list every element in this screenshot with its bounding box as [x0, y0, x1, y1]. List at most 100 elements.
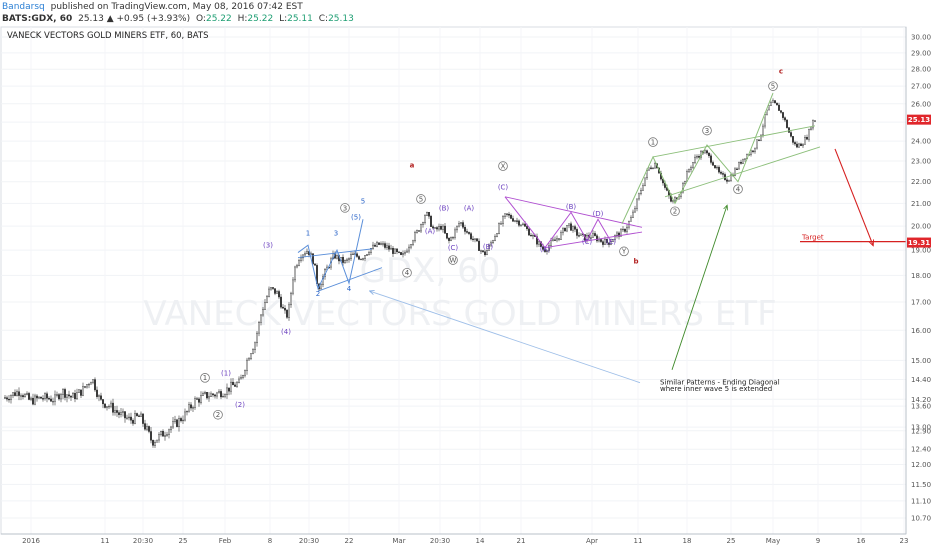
candle-body — [352, 253, 355, 255]
candle-body — [796, 143, 799, 148]
candle-body — [34, 395, 37, 405]
wave-label-circle — [648, 137, 658, 147]
candle-body — [600, 239, 603, 242]
candle-body — [372, 244, 375, 249]
candle-body — [754, 147, 757, 152]
candle-body — [454, 229, 457, 238]
candle-body — [215, 392, 218, 397]
candle-body — [762, 125, 765, 136]
wave-label: 2 — [673, 208, 677, 216]
candle-body — [264, 302, 267, 310]
candle-body — [274, 288, 277, 294]
candle-body — [576, 229, 579, 236]
wave-label-circle — [200, 373, 210, 383]
candle-body — [91, 379, 94, 383]
candle-body — [296, 265, 299, 268]
candle-body — [83, 386, 86, 388]
candle-body — [362, 258, 365, 260]
candle-body — [814, 120, 817, 122]
x-tick-label: 22 — [345, 537, 354, 545]
candle-body — [618, 232, 621, 237]
candle-body — [193, 398, 196, 408]
candle-body — [718, 166, 721, 173]
candle-body — [73, 393, 76, 400]
candle-body — [402, 253, 405, 255]
wave-label-circle — [416, 194, 426, 204]
y-tick-label: 23.00 — [911, 157, 931, 165]
chart-title: VANECK VECTORS GOLD MINERS ETF, 60, BATS — [7, 31, 209, 41]
candle-body — [18, 391, 21, 396]
candle-body — [590, 237, 593, 239]
candle-body — [280, 296, 283, 308]
candle-body — [278, 291, 281, 298]
candle-body — [772, 100, 775, 103]
ohlc-close-value: 25.13 — [328, 14, 354, 24]
candle-body — [366, 254, 369, 256]
candle-body — [344, 260, 347, 263]
candle-body — [632, 211, 635, 218]
wave-label-circle — [619, 246, 629, 257]
candle-body — [462, 222, 465, 228]
candle-body — [786, 119, 789, 128]
candle-body — [133, 413, 136, 424]
candle-body — [750, 150, 753, 155]
wave-label: 2 — [216, 411, 220, 419]
candle-body — [243, 370, 246, 376]
candle-body — [298, 260, 301, 266]
candle-body — [62, 389, 65, 395]
candle-body — [594, 233, 597, 236]
candle-body — [720, 171, 723, 174]
candle-body — [46, 393, 49, 399]
candle-body — [580, 233, 583, 236]
symbol-line: BATS:GDX, 60 — [2, 14, 72, 24]
candle-body — [704, 150, 707, 154]
candle-body — [121, 411, 124, 413]
candle-body — [614, 235, 617, 240]
candle-body — [548, 245, 551, 251]
drawing-overlay: Target Similar Patterns - Ending Diagonal… — [297, 92, 906, 393]
candle-body — [219, 391, 222, 398]
x-tick-label: 11 — [634, 537, 643, 545]
wave-label-circle — [213, 409, 223, 420]
wave-label: (D) — [593, 210, 604, 218]
candle-body — [508, 213, 511, 216]
candle-body — [203, 392, 206, 394]
candle-body — [574, 226, 577, 230]
watermark: GDX, 60 VANECK VECTORS GOLD MINERS ETF — [143, 251, 776, 334]
candle-body — [336, 255, 339, 259]
svg-text:BATS:GDX, 60 25.13 ▲ +0.: BATS:GDX, 60 25.13 ▲ +0.95 (+3.93%) O:25… — [2, 14, 354, 24]
candle-body — [470, 233, 473, 240]
wave-label: 1 — [203, 374, 207, 382]
ending-diagonal-upper-line — [652, 125, 816, 158]
x-tick-label: 2016 — [22, 537, 40, 545]
candle-body — [742, 158, 745, 164]
candle-body — [380, 243, 383, 245]
candle-body — [572, 226, 575, 231]
ending-diagonal-wave-line — [621, 92, 774, 225]
candle-body — [312, 253, 315, 265]
wave-label: (2) — [235, 401, 245, 409]
candle-body — [452, 237, 455, 239]
candle-body — [251, 349, 254, 354]
candle-body — [532, 235, 535, 237]
candle-body — [181, 419, 184, 422]
candle-body — [390, 247, 393, 250]
candle-body — [436, 227, 439, 230]
candle-body — [42, 398, 45, 400]
candle-body — [644, 177, 647, 186]
candle-body — [304, 253, 307, 256]
candle-body — [197, 398, 200, 403]
candle-body — [794, 142, 797, 145]
diagonal-wave-line — [297, 219, 364, 290]
candle-body — [554, 239, 557, 241]
candle-body — [776, 102, 779, 106]
candle-body — [810, 127, 813, 130]
candle-body — [360, 258, 363, 261]
candle-body — [674, 197, 677, 201]
axes: 30.0029.0028.0027.0026.0025.0024.0023.00… — [1, 27, 931, 545]
wave-label: (A) — [464, 204, 475, 212]
candle-body — [744, 158, 747, 160]
y-tick-label: 24.00 — [911, 138, 931, 146]
candle-body — [205, 392, 208, 399]
